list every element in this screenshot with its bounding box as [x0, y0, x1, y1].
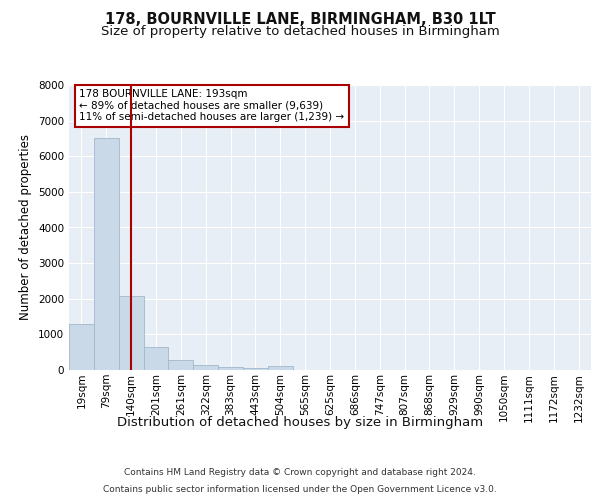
- Bar: [143, 347, 169, 370]
- Text: Contains public sector information licensed under the Open Government Licence v3: Contains public sector information licen…: [103, 484, 497, 494]
- Bar: [169, 360, 193, 370]
- Bar: [243, 368, 268, 370]
- Text: Contains HM Land Registry data © Crown copyright and database right 2024.: Contains HM Land Registry data © Crown c…: [124, 468, 476, 477]
- Bar: [94, 138, 119, 370]
- Bar: [119, 296, 143, 370]
- Text: Size of property relative to detached houses in Birmingham: Size of property relative to detached ho…: [101, 25, 499, 38]
- Bar: [193, 365, 218, 370]
- Bar: [218, 367, 243, 370]
- Text: 178 BOURNVILLE LANE: 193sqm
← 89% of detached houses are smaller (9,639)
11% of : 178 BOURNVILLE LANE: 193sqm ← 89% of det…: [79, 90, 344, 122]
- Bar: [268, 366, 293, 370]
- Text: Distribution of detached houses by size in Birmingham: Distribution of detached houses by size …: [117, 416, 483, 429]
- Text: 178, BOURNVILLE LANE, BIRMINGHAM, B30 1LT: 178, BOURNVILLE LANE, BIRMINGHAM, B30 1L…: [104, 12, 496, 28]
- Bar: [69, 324, 94, 370]
- Y-axis label: Number of detached properties: Number of detached properties: [19, 134, 32, 320]
